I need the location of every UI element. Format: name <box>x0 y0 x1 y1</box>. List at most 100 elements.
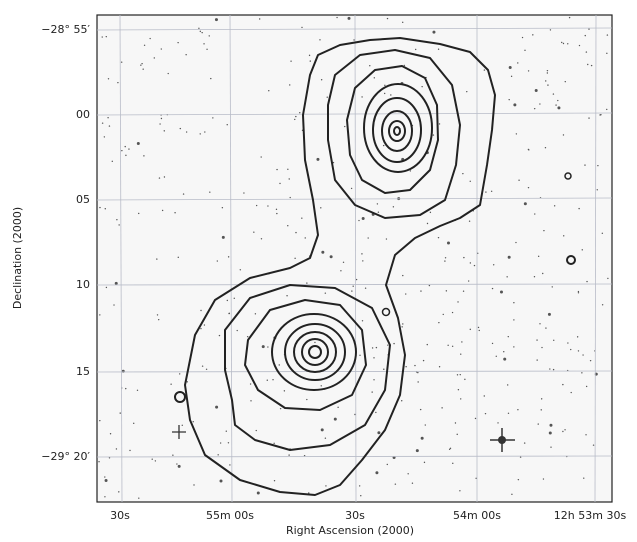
star-speck <box>308 492 310 494</box>
star-speck <box>371 391 373 393</box>
star-speck <box>255 204 258 207</box>
star-speck <box>377 211 380 213</box>
star-speck <box>386 17 389 20</box>
star-speck <box>429 211 432 214</box>
x-tick-label: 30s <box>345 509 365 522</box>
star <box>381 307 391 317</box>
star-speck <box>545 80 547 82</box>
star-speck <box>456 374 459 376</box>
star-speck <box>358 219 360 222</box>
star-speck <box>163 176 166 178</box>
star-speck <box>592 444 595 446</box>
star-speck <box>185 54 187 56</box>
star-speck <box>421 85 423 88</box>
star-speck <box>532 34 534 36</box>
star-speck <box>306 398 308 401</box>
star-speck <box>114 281 118 285</box>
star-speck <box>115 448 118 450</box>
star-speck <box>104 208 106 210</box>
star-speck <box>329 255 333 259</box>
star-speck <box>507 255 511 259</box>
star-speck <box>563 235 565 237</box>
star-speck <box>151 458 153 460</box>
star-speck <box>533 276 536 278</box>
star-speck <box>279 407 282 410</box>
star-speck <box>553 339 555 341</box>
star-speck <box>585 51 588 53</box>
star-speck <box>214 18 218 22</box>
contour <box>327 49 461 219</box>
star-speck <box>295 231 297 234</box>
star-speck <box>160 117 163 120</box>
star-speck <box>204 131 206 133</box>
star-speck <box>468 220 471 222</box>
star-speck <box>390 94 392 96</box>
star-speck <box>375 411 377 414</box>
star-speck <box>578 207 580 210</box>
star-speck <box>463 256 465 259</box>
star-speck <box>272 379 274 381</box>
star-speck <box>537 423 539 425</box>
star-speck <box>105 35 107 38</box>
star-speck <box>513 103 517 107</box>
star-speck <box>464 378 466 381</box>
y-tick-label: 05 <box>76 193 90 206</box>
star-speck <box>206 48 208 50</box>
star-speck <box>432 134 435 136</box>
star-speck <box>306 282 308 284</box>
star-speck <box>350 187 353 190</box>
y-tick-label: 10 <box>76 278 90 291</box>
star-speck <box>542 478 545 480</box>
star-speck <box>125 387 127 390</box>
star-speck <box>266 379 268 381</box>
star-speck <box>557 106 561 110</box>
star-speck <box>236 329 238 332</box>
star-speck <box>473 264 476 267</box>
star-speck <box>423 461 426 464</box>
star-speck <box>527 70 530 72</box>
star-speck <box>299 112 301 114</box>
star-speck <box>138 212 140 215</box>
star-speck <box>156 314 159 316</box>
star-speck <box>607 277 609 280</box>
star-speck <box>107 117 109 119</box>
star-speck <box>375 471 379 475</box>
star-speck <box>596 189 598 191</box>
star-speck <box>178 373 181 375</box>
x-tick-label: 54m 00s <box>453 509 501 522</box>
star-speck <box>438 123 441 125</box>
star-speck <box>159 123 161 125</box>
star-speck <box>287 225 289 227</box>
star-speck <box>437 48 440 50</box>
star-speck <box>386 463 388 466</box>
star-speck <box>258 18 261 20</box>
star-speck <box>290 60 292 62</box>
star-speck <box>562 383 564 386</box>
star-speck <box>549 423 553 427</box>
star-speck <box>508 66 512 70</box>
star-speck <box>136 389 139 392</box>
star-speck <box>401 400 403 402</box>
star-speck <box>174 212 176 214</box>
star-speck <box>250 400 252 402</box>
star-speck <box>227 442 230 444</box>
star-speck <box>515 241 517 244</box>
star-speck <box>449 447 452 450</box>
star-speck <box>295 115 297 118</box>
star-speck <box>555 104 557 106</box>
contour <box>388 120 406 142</box>
star-speck <box>527 186 530 189</box>
star-speck <box>267 346 269 348</box>
star-speck <box>177 256 179 259</box>
star-speck <box>208 35 210 37</box>
star-speck <box>597 164 599 167</box>
star-speck <box>176 463 178 465</box>
star-speck <box>113 304 115 306</box>
star-speck <box>507 335 509 338</box>
star-speck <box>361 253 363 255</box>
star-speck <box>342 261 345 264</box>
star-speck <box>548 431 552 435</box>
star-speck <box>149 37 151 40</box>
star-speck <box>138 497 140 499</box>
star-speck <box>133 422 135 425</box>
